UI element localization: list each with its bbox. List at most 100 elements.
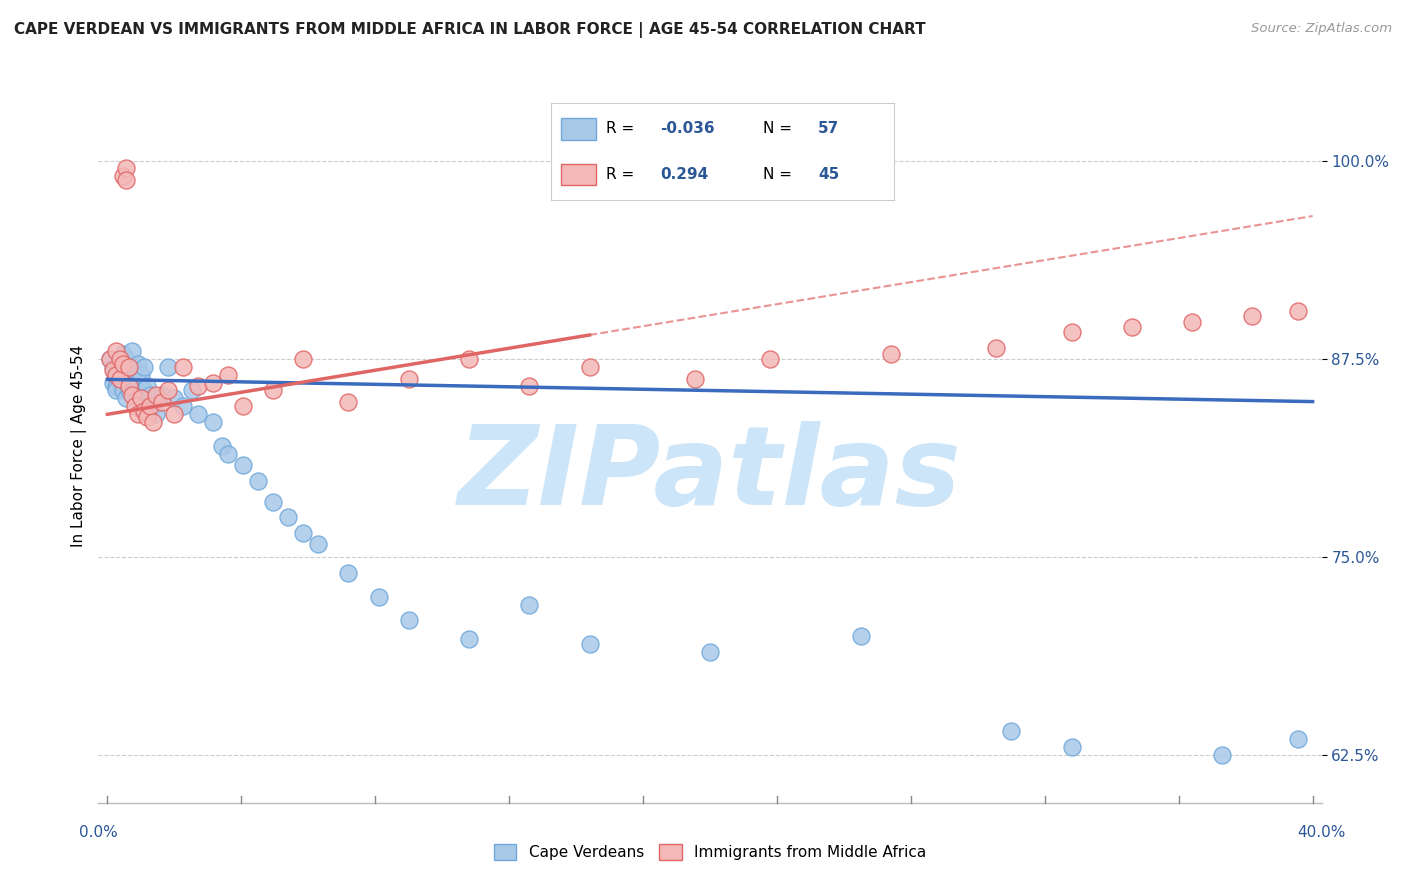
- Point: [578, 359, 600, 374]
- Point: [307, 537, 329, 551]
- Point: [337, 566, 360, 580]
- Point: [398, 372, 420, 386]
- Point: [111, 347, 134, 361]
- Point: [217, 447, 239, 461]
- Point: [156, 384, 179, 398]
- Point: [163, 392, 186, 406]
- Point: [217, 368, 239, 382]
- Point: [337, 394, 360, 409]
- Point: [517, 598, 540, 612]
- Point: [127, 378, 149, 392]
- Point: [103, 376, 125, 390]
- Point: [114, 172, 136, 186]
- Point: [121, 388, 143, 402]
- Point: [1060, 325, 1083, 339]
- Point: [247, 474, 270, 488]
- Point: [142, 400, 165, 414]
- Point: [117, 359, 139, 374]
- Point: [398, 614, 420, 628]
- Point: [103, 359, 125, 374]
- Point: [127, 407, 149, 421]
- Point: [105, 363, 128, 377]
- Text: 40.0%: 40.0%: [1298, 825, 1346, 840]
- Y-axis label: In Labor Force | Age 45-54: In Labor Force | Age 45-54: [72, 345, 87, 547]
- Text: 0.0%: 0.0%: [79, 825, 118, 840]
- Point: [292, 526, 315, 541]
- Point: [127, 357, 149, 371]
- Point: [172, 359, 194, 374]
- Text: Source: ZipAtlas.com: Source: ZipAtlas.com: [1251, 22, 1392, 36]
- Point: [232, 400, 254, 414]
- Point: [138, 400, 160, 414]
- Point: [100, 351, 122, 366]
- Point: [108, 351, 131, 366]
- Point: [1241, 309, 1264, 323]
- Point: [111, 368, 134, 382]
- Point: [121, 343, 143, 358]
- Point: [699, 645, 721, 659]
- Point: [117, 359, 139, 374]
- Point: [187, 378, 209, 392]
- Point: [1000, 724, 1022, 739]
- Point: [145, 407, 167, 421]
- Point: [1211, 748, 1233, 763]
- Point: [458, 351, 481, 366]
- Point: [458, 632, 481, 647]
- Point: [262, 384, 284, 398]
- Point: [517, 378, 540, 392]
- Point: [111, 169, 134, 184]
- Legend: Cape Verdeans, Immigrants from Middle Africa: Cape Verdeans, Immigrants from Middle Af…: [488, 838, 932, 866]
- Point: [129, 368, 152, 382]
- Point: [1121, 320, 1143, 334]
- Point: [262, 494, 284, 508]
- Point: [759, 351, 782, 366]
- Point: [142, 415, 165, 429]
- Point: [150, 388, 173, 402]
- Point: [105, 343, 128, 358]
- Point: [683, 372, 706, 386]
- Text: ZIPatlas: ZIPatlas: [458, 421, 962, 528]
- Point: [117, 384, 139, 398]
- Point: [172, 400, 194, 414]
- Point: [114, 351, 136, 366]
- Point: [100, 351, 122, 366]
- Point: [132, 404, 155, 418]
- Point: [1286, 304, 1309, 318]
- Point: [292, 351, 315, 366]
- Point: [103, 363, 125, 377]
- Point: [367, 590, 389, 604]
- Point: [105, 384, 128, 398]
- Point: [986, 341, 1008, 355]
- Point: [124, 363, 146, 377]
- Point: [132, 384, 155, 398]
- Point: [180, 384, 202, 398]
- Point: [1181, 315, 1204, 329]
- Point: [111, 357, 134, 371]
- Point: [132, 359, 155, 374]
- Point: [124, 400, 146, 414]
- Point: [156, 359, 179, 374]
- Point: [135, 410, 157, 425]
- Point: [111, 384, 134, 398]
- Point: [129, 392, 152, 406]
- Point: [108, 372, 131, 386]
- Point: [108, 372, 131, 386]
- Point: [121, 372, 143, 386]
- Point: [201, 376, 224, 390]
- Point: [578, 637, 600, 651]
- Point: [1286, 732, 1309, 747]
- Point: [117, 378, 139, 392]
- Point: [124, 384, 146, 398]
- Point: [232, 458, 254, 472]
- Point: [277, 510, 299, 524]
- Point: [211, 439, 233, 453]
- Point: [114, 368, 136, 382]
- Point: [105, 378, 128, 392]
- Point: [163, 407, 186, 421]
- Text: CAPE VERDEAN VS IMMIGRANTS FROM MIDDLE AFRICA IN LABOR FORCE | AGE 45-54 CORRELA: CAPE VERDEAN VS IMMIGRANTS FROM MIDDLE A…: [14, 22, 925, 38]
- Point: [880, 347, 903, 361]
- Point: [114, 161, 136, 176]
- Point: [105, 368, 128, 382]
- Point: [145, 388, 167, 402]
- Point: [187, 407, 209, 421]
